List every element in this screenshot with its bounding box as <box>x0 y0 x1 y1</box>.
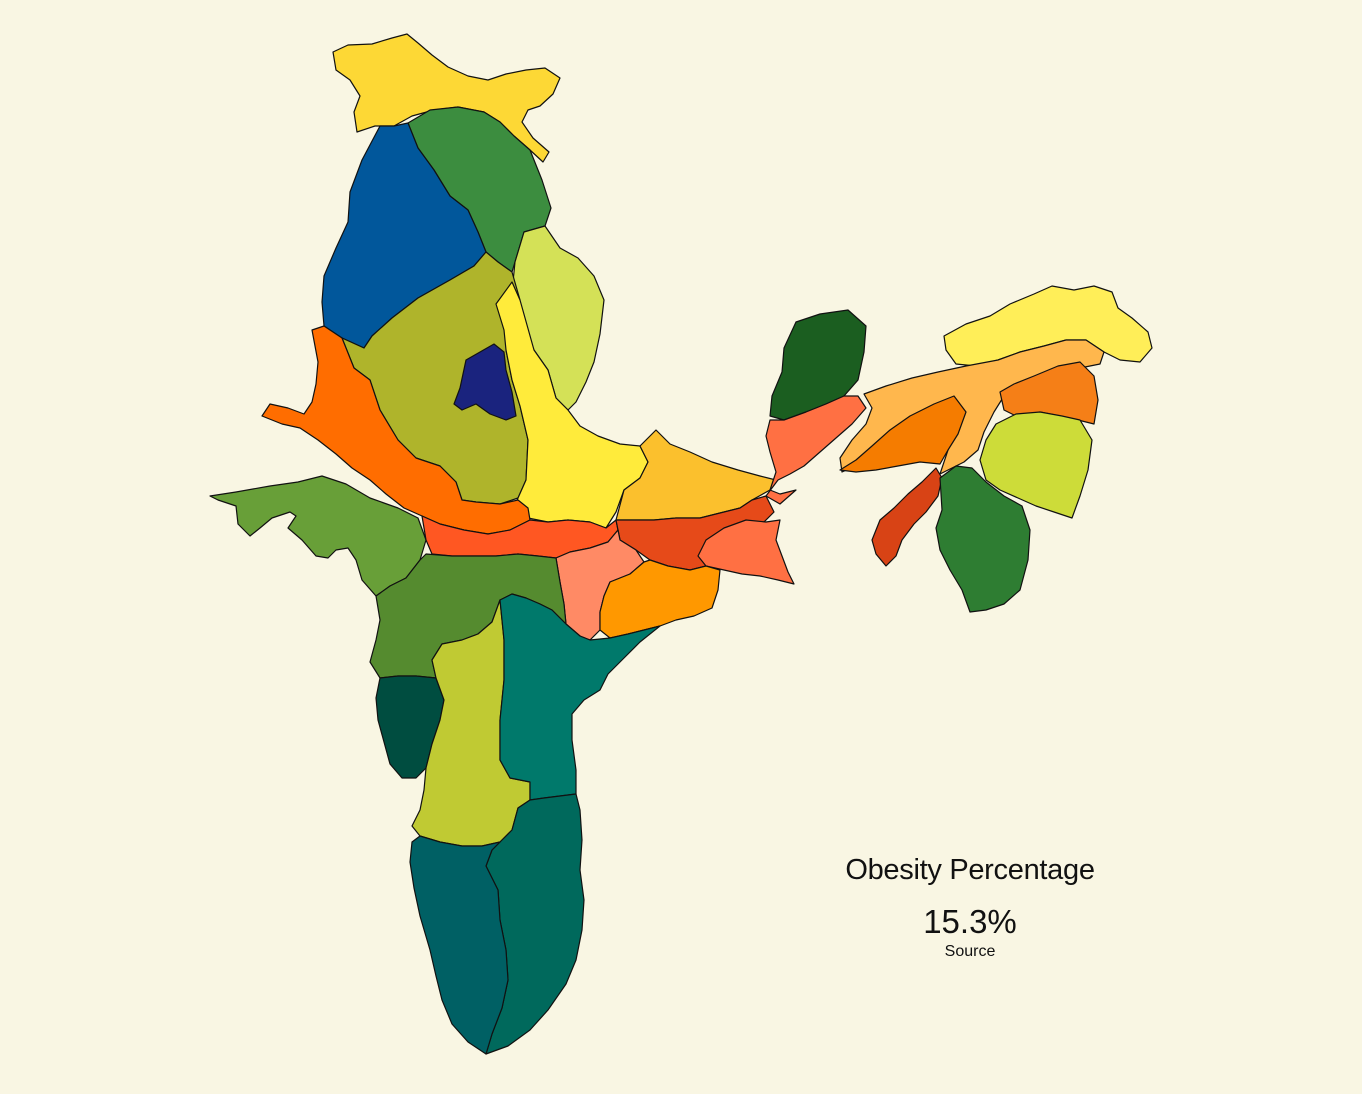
obesity-percentage-value: 15.3% <box>820 902 1120 942</box>
source-link[interactable]: Source <box>820 942 1120 962</box>
region-tripura[interactable] <box>872 468 942 566</box>
info-title: Obesity Percentage <box>820 848 1120 892</box>
info-panel: Obesity Percentage 15.3% Source <box>820 848 1120 962</box>
